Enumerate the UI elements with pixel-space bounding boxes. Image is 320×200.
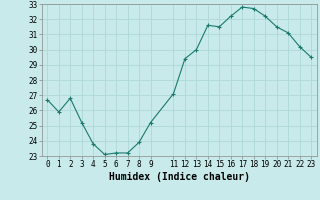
- X-axis label: Humidex (Indice chaleur): Humidex (Indice chaleur): [109, 172, 250, 182]
